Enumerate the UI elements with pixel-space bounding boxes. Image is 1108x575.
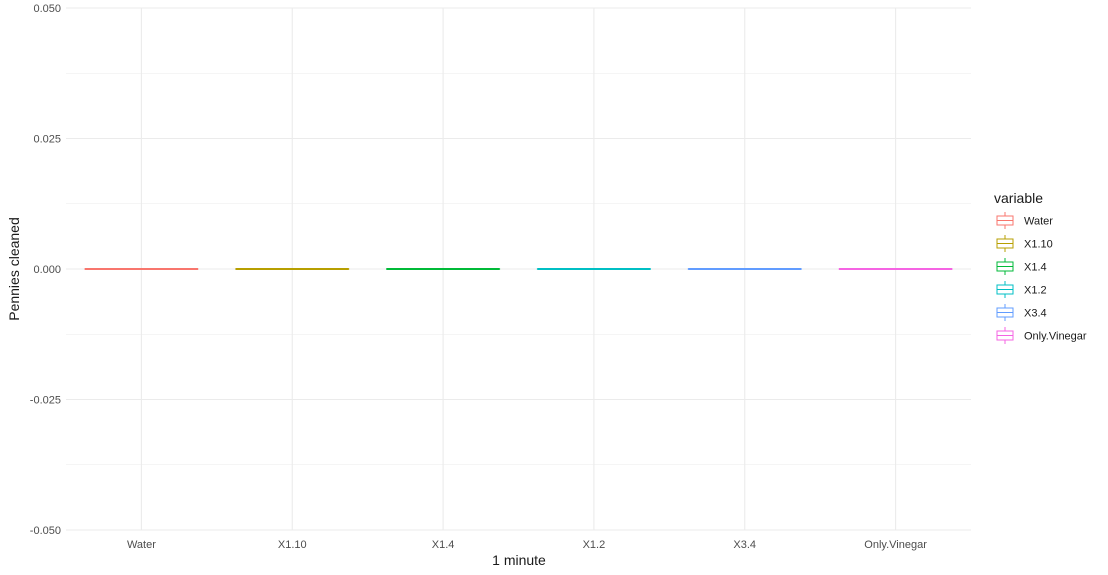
legend-item: X1.2 <box>996 281 1047 298</box>
x-tick-label: X1.10 <box>278 539 307 551</box>
y-tick-labels: -0.050 -0.025 0.000 0.025 0.050 <box>30 3 61 537</box>
y-tick-label: 0.050 <box>33 3 61 15</box>
legend-item: X1.10 <box>996 235 1053 252</box>
y-axis-title: Pennies cleaned <box>6 217 22 321</box>
legend-item: Only.Vinegar <box>996 327 1087 344</box>
legend: variable Water X1.10 X1.4 X1.2 X3.4 Only.Vine… <box>994 190 1087 344</box>
legend-label: X1.2 <box>1024 285 1047 297</box>
x-axis-title: 1 minute <box>492 552 546 568</box>
legend-item: X1.4 <box>996 258 1047 275</box>
legend-title: variable <box>994 190 1043 206</box>
x-tick-label: Water <box>127 539 156 551</box>
y-tick-label: -0.050 <box>30 525 61 537</box>
y-tick-label: 0.025 <box>33 134 61 146</box>
legend-item: Water <box>996 212 1053 229</box>
legend-label: Only.Vinegar <box>1024 331 1087 343</box>
legend-label: X1.4 <box>1024 262 1047 274</box>
x-tick-labels: Water X1.10 X1.4 X1.2 X3.4 Only.Vinegar <box>127 539 927 551</box>
legend-label: X3.4 <box>1024 308 1047 320</box>
legend-label: Water <box>1024 216 1053 228</box>
legend-keys: Water X1.10 X1.4 X1.2 X3.4 Only.Vinegar <box>996 212 1087 344</box>
x-tick-label: Only.Vinegar <box>864 539 927 551</box>
x-tick-label: X3.4 <box>733 539 756 551</box>
legend-item: X3.4 <box>996 304 1047 321</box>
grid <box>66 7 971 531</box>
x-tick-label: X1.2 <box>583 539 606 551</box>
y-tick-label: -0.025 <box>30 395 61 407</box>
y-tick-label: 0.000 <box>33 264 61 276</box>
x-tick-label: X1.4 <box>432 539 455 551</box>
legend-label: X1.10 <box>1024 239 1053 251</box>
